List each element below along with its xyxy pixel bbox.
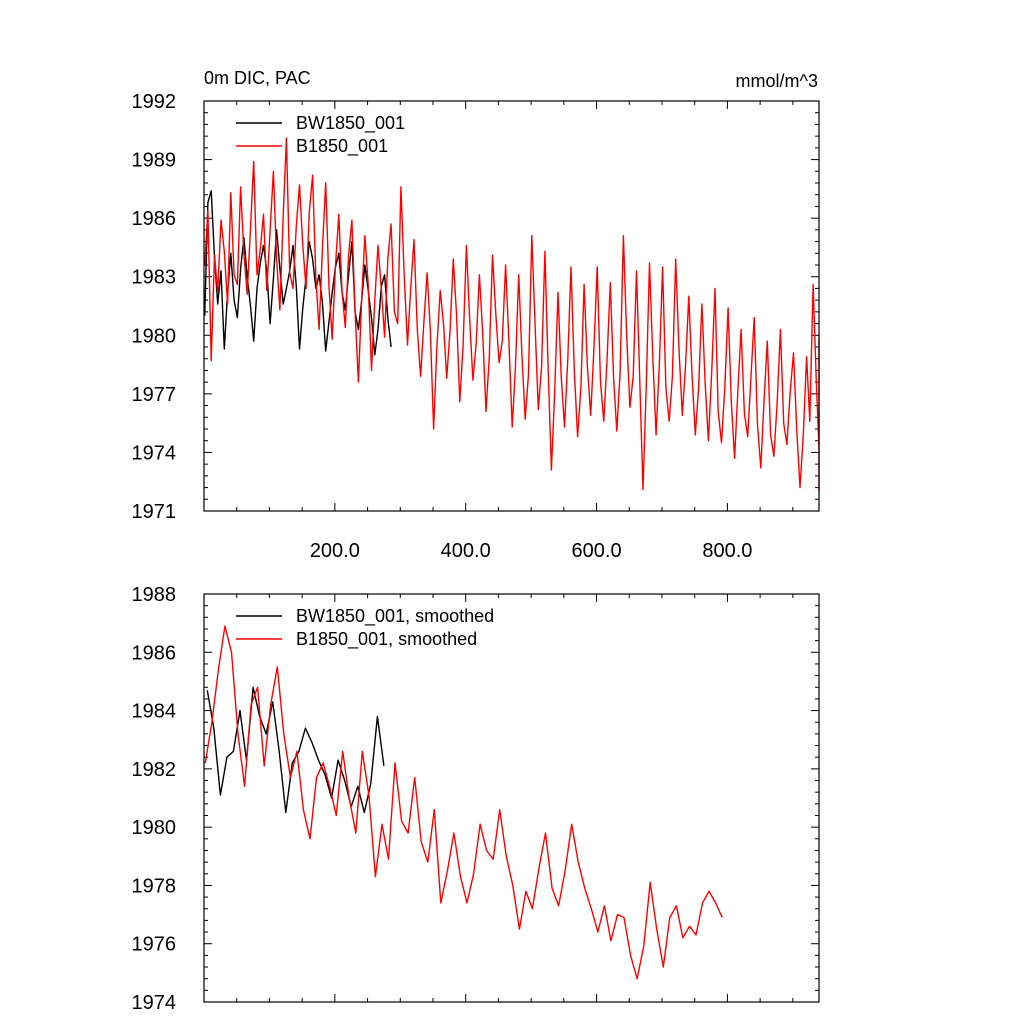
y-tick-label: 1982	[132, 759, 177, 781]
raw-dic-panel: 0m DIC, PAC mmol/m^3 1971 1974 1977 1980 198…	[132, 68, 820, 562]
plot-frame	[203, 100, 820, 512]
legend-label: BW1850_001, smoothed	[296, 606, 494, 627]
plot-frame	[203, 593, 820, 1003]
y-tick-label: 1978	[132, 875, 177, 897]
y-tick-label: 1989	[132, 150, 177, 172]
y-tick-label: 1986	[132, 642, 177, 664]
legend-label: BW1850_001	[296, 113, 405, 134]
units-label: mmol/m^3	[736, 71, 818, 91]
x-tick-label: 200.0	[310, 540, 360, 562]
series-line-b1850-001-smoothed	[204, 625, 723, 980]
chart-title: 0m DIC, PAC	[204, 68, 311, 88]
x-tick-label: 400.0	[441, 540, 491, 562]
y-tick-label: 1992	[132, 91, 177, 113]
y-tick-label: 1976	[132, 934, 177, 956]
smoothed-dic-panel: 1974 1976 1978 1980 1982 1984 1986 1988 BW1850_…	[132, 584, 820, 1014]
y-tick-label: 1983	[132, 267, 177, 289]
y-tick-label: 1980	[132, 325, 177, 347]
x-tick-label: 600.0	[572, 540, 622, 562]
y-tick-label: 1984	[132, 701, 177, 723]
y-tick-label: 1980	[132, 817, 177, 839]
series-line-b1850-001	[204, 137, 820, 493]
y-tick-label: 1986	[132, 208, 177, 230]
y-tick-label: 1977	[132, 384, 177, 406]
y-tick-label: 1971	[132, 501, 177, 523]
y-tick-label: 1974	[132, 442, 177, 464]
x-tick-label: 800.0	[702, 540, 752, 562]
series-line-bw1850-001-smoothed	[206, 686, 385, 814]
legend-label: B1850_001	[296, 136, 388, 157]
y-tick-label: 1988	[132, 584, 177, 606]
series-line-bw1850-001	[204, 190, 392, 356]
y-tick-label: 1974	[132, 992, 177, 1014]
legend-label: B1850_001, smoothed	[296, 629, 477, 650]
